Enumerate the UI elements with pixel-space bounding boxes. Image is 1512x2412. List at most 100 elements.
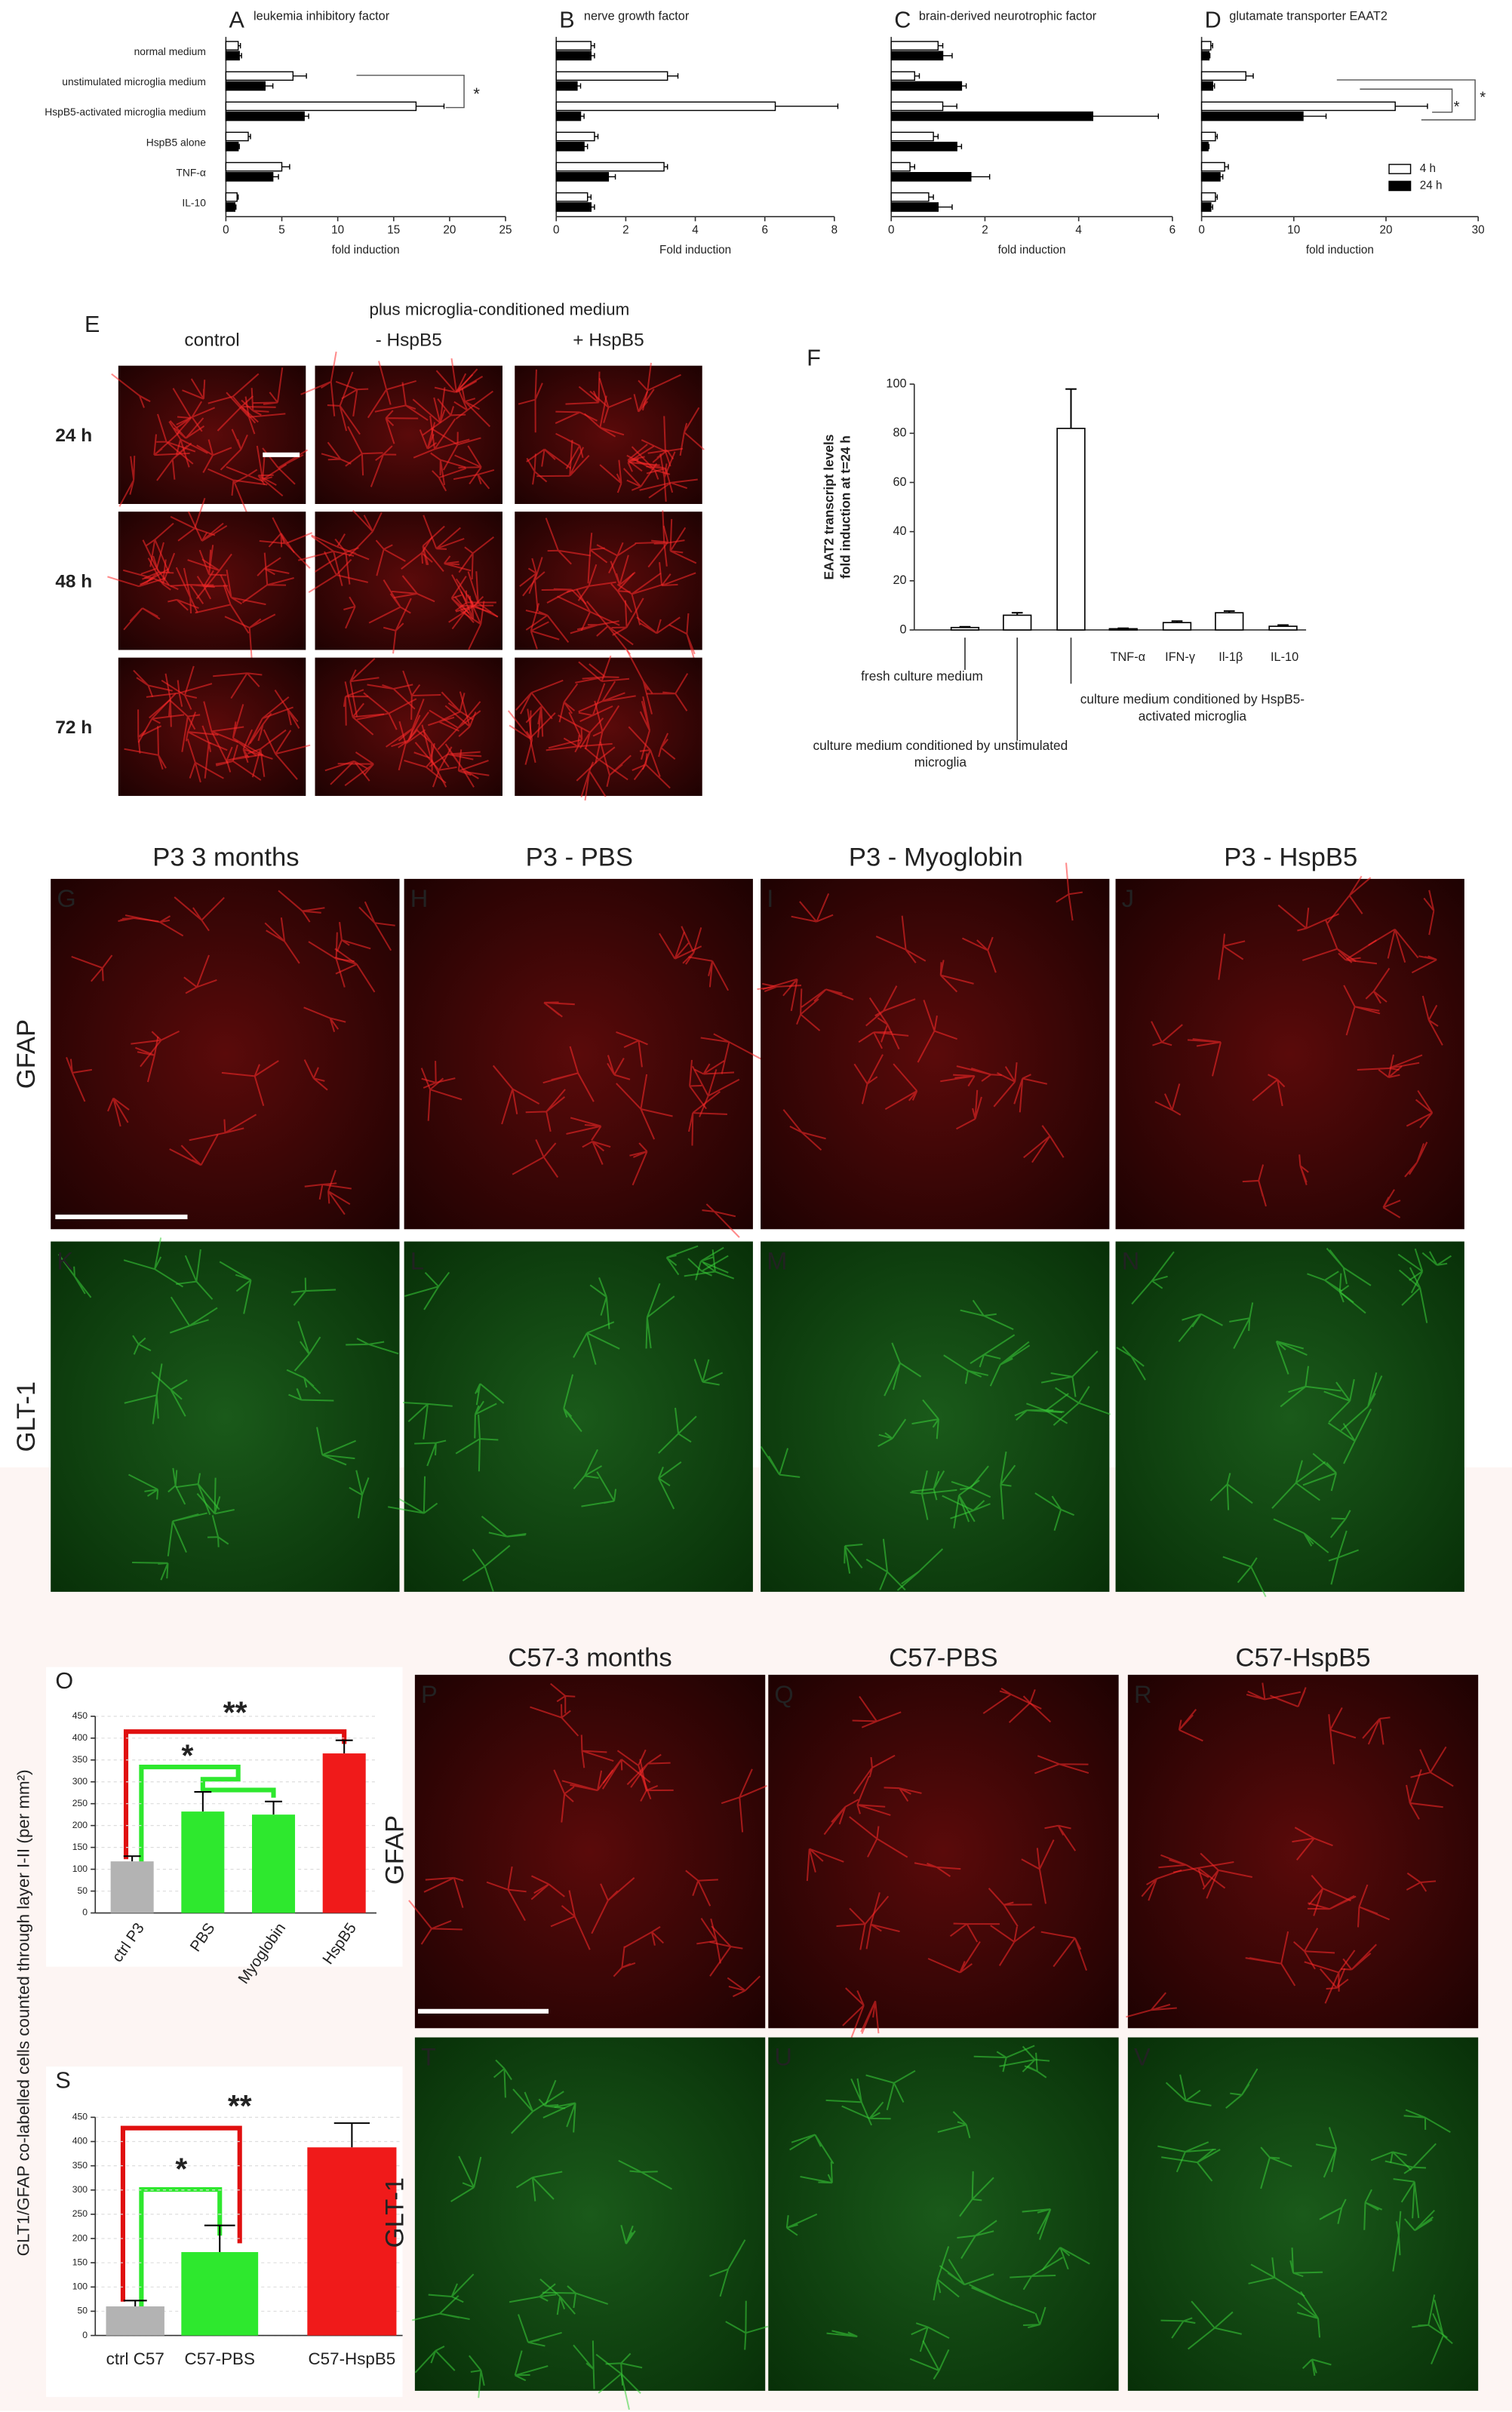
cell-process [543,1001,575,1018]
cell-process [1252,1074,1286,1107]
cell-process [1323,1378,1355,1423]
significance-star: ** [228,2088,252,2123]
cell-process [688,956,730,991]
cell-process [884,1342,922,1397]
column-label: P3 - PBS [526,843,633,872]
significance-star: * [175,2151,187,2186]
cell-process [161,665,198,710]
cell-process [303,1006,346,1032]
cell-process [1362,1716,1391,1745]
cell-process [1187,1038,1222,1077]
cell-process [1302,1452,1337,1492]
bar [225,202,235,212]
cell-process [249,712,272,745]
cell-process [530,1704,579,1737]
panel-letter: D [1205,8,1222,33]
cell-process [423,1876,464,1908]
cell-process [610,573,635,613]
bar [106,2306,164,2336]
cell-process [1157,2141,1216,2173]
cell-process [408,1900,463,1945]
cell-process [709,2239,746,2297]
cell-process [515,679,564,720]
cell-process [1326,1247,1372,1286]
cell-process [448,571,499,623]
cell-process [349,1470,370,1519]
cell-process [1363,2189,1383,2230]
cell-process [142,555,174,582]
cell-process [558,714,604,750]
cell-process [430,452,466,486]
cell-process [1022,2306,1046,2329]
cell-process [1403,2209,1435,2232]
cell-process [357,692,417,730]
cell-process [659,562,696,587]
cell-process [118,917,159,923]
cell-process [658,733,676,760]
cell-process [1378,1054,1403,1078]
cell-process [762,978,798,1012]
cell-process [123,1237,184,1288]
cell-process [624,1925,665,1948]
cell-process [253,367,284,405]
cell-process [321,441,352,465]
cell-process [1178,1313,1223,1342]
cell-process [1340,1372,1383,1431]
chart-title: brain-derived neurotrophic factor [919,10,1097,23]
bar [890,131,934,142]
bar [555,81,578,91]
cell-process [187,511,228,542]
cell-process [518,369,543,433]
cell-process [570,620,619,634]
cell-process [959,2171,994,2217]
cell-process [1178,1709,1203,1742]
bar [1200,131,1216,142]
cell-process [1315,2127,1338,2178]
cell-process [844,1544,863,1574]
y-tick-label: 350 [72,2160,88,2171]
x-tick-label: 0 [223,224,229,237]
row-label: 48 h [55,571,92,591]
cell-process [1328,1707,1357,1765]
cell-process [1412,2294,1448,2339]
cell-process [509,708,533,765]
cell-process [760,1446,801,1478]
bar [225,131,249,142]
cell-process [622,462,658,491]
cell-process [203,701,244,764]
cell-process [596,542,637,573]
cell-process [587,533,608,584]
cell-process [896,1548,944,1591]
category-label: TNF-α [176,166,205,178]
cell-process [492,1065,540,1125]
cell-process [681,926,702,965]
cell-process [1370,2151,1412,2171]
cell-process [402,670,441,721]
cell-process [1398,1267,1428,1323]
bar [225,71,294,81]
bar [1200,101,1396,112]
cell-process [241,388,269,416]
legend-label: 4 h [1420,162,1436,175]
cell-process [450,358,478,393]
cell-process [999,2045,1050,2072]
cell-process [422,525,445,573]
category-label: normal medium [134,45,206,57]
cell-process [343,689,369,726]
cell-process [1421,1251,1452,1266]
category-label: IFN-γ [1165,650,1196,664]
cell-process [304,1182,352,1200]
cell-process [1021,1839,1055,1904]
cell-process [940,1074,976,1087]
micrograph [761,878,1110,1230]
legend-label: 24 h [1420,179,1443,192]
cell-process [573,1321,620,1366]
x-axis-label: Fold induction [659,244,731,257]
cell-process [1000,1451,1016,1519]
cell-process [1022,2208,1052,2240]
cell-process [826,2330,858,2337]
bar [890,41,939,51]
bar [950,626,980,631]
x-tick-label: 4 [692,224,699,237]
cell-process [367,684,416,710]
